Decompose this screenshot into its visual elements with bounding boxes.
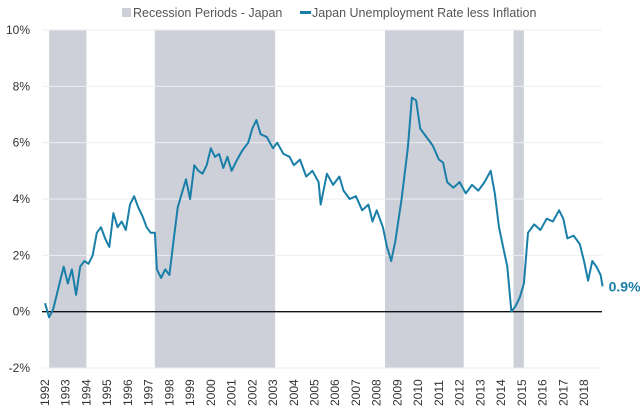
y-tick-label: -2% <box>9 361 31 375</box>
x-tick-label: 1995 <box>100 379 114 406</box>
x-tick-label: 1993 <box>59 379 73 406</box>
legend-swatch-series <box>300 11 311 14</box>
y-tick-label: 8% <box>13 79 31 93</box>
end-value-label: 0.9% <box>609 278 640 294</box>
y-tick-label: 10% <box>6 23 30 37</box>
x-tick-label: 2007 <box>349 379 363 406</box>
x-tick-label: 2001 <box>225 379 239 406</box>
x-tick-label: 2017 <box>556 379 570 406</box>
gridlines <box>42 29 602 369</box>
x-tick-label: 2012 <box>453 379 467 406</box>
x-tick-label: 2011 <box>432 380 446 406</box>
x-tick-label: 2018 <box>577 379 591 406</box>
x-tick-label: 1999 <box>183 379 197 406</box>
x-tick-label: 2014 <box>494 379 508 406</box>
x-tick-label: 2013 <box>473 379 487 406</box>
x-tick-label: 1996 <box>121 379 135 406</box>
x-tick-label: 2002 <box>245 379 259 406</box>
x-tick-label: 2000 <box>204 379 218 406</box>
x-tick-label: 2003 <box>266 379 280 406</box>
x-tick-label: 2004 <box>287 379 301 406</box>
y-tick-label: 4% <box>13 192 31 206</box>
y-tick-label: 2% <box>13 248 31 262</box>
legend-label-recession: Recession Periods - Japan <box>133 6 282 20</box>
legend-swatch-recession <box>122 8 131 17</box>
x-tick-label: 2015 <box>515 379 529 406</box>
x-tick-label: 2009 <box>390 379 404 406</box>
y-tick-label: 0% <box>13 305 31 319</box>
x-tick-label: 2006 <box>328 379 342 406</box>
y-axis: -2% 0% 2% 4% 6% 8% 10% <box>6 23 30 375</box>
series-line-unemployment-less-inflation <box>44 96 604 319</box>
x-axis: 1992 1993 1994 1995 1996 1997 1998 1999 2000 2001… <box>38 379 591 406</box>
legend-label-series: Japan Unemployment Rate less Inflation <box>312 6 536 20</box>
x-tick-label: 2016 <box>536 379 550 406</box>
x-tick-label: 1998 <box>162 379 176 406</box>
x-tick-label: 2005 <box>307 379 321 406</box>
legend: Recession Periods - Japan Japan Unemploy… <box>122 6 536 20</box>
x-tick-label: 1997 <box>142 379 156 406</box>
y-tick-label: 6% <box>13 136 31 150</box>
x-tick-label: 1994 <box>79 379 93 406</box>
x-tick-label: 2008 <box>370 379 384 406</box>
x-tick-label: 1992 <box>38 379 52 406</box>
x-tick-label: 2010 <box>411 379 425 406</box>
